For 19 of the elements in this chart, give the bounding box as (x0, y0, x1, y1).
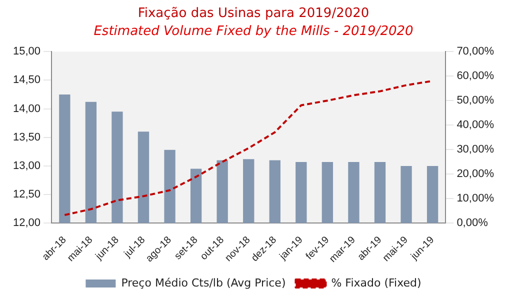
y2-tick-label: 70,00% (456, 46, 494, 58)
y2-tick-label: 60,00% (456, 70, 494, 82)
y-tick-label: 14,00 (12, 102, 41, 115)
y2-tick-label: 50,00% (456, 94, 494, 107)
y2-tick-label: 30,00% (456, 144, 494, 156)
y2-tick-label: 40,00% (456, 119, 494, 132)
y-tick-label: 13,50 (12, 131, 41, 144)
legend-label: % Fixado (Fixed) (331, 276, 422, 290)
chart-subtitle: Estimated Volume Fixed by the Mills - 2019/2020 (92, 24, 414, 39)
y-tick-label: 12,50 (12, 188, 41, 201)
y2-tick-label: 10,00% (456, 192, 494, 205)
y-tick-label: 14,50 (12, 74, 41, 86)
chart-title: Fixação das Usinas para 2019/2020 (136, 6, 370, 21)
y-tick-label: 12,00 (12, 217, 41, 230)
y-tick-label: 15,00 (12, 46, 41, 58)
legend-label: Preço Médio Cts/lb (Avg Price) (121, 276, 286, 290)
y2-tick-label: 20,00% (456, 168, 494, 180)
y2-tick-label: 0,00% (456, 217, 488, 230)
y-tick-label: 13,00 (12, 160, 41, 172)
